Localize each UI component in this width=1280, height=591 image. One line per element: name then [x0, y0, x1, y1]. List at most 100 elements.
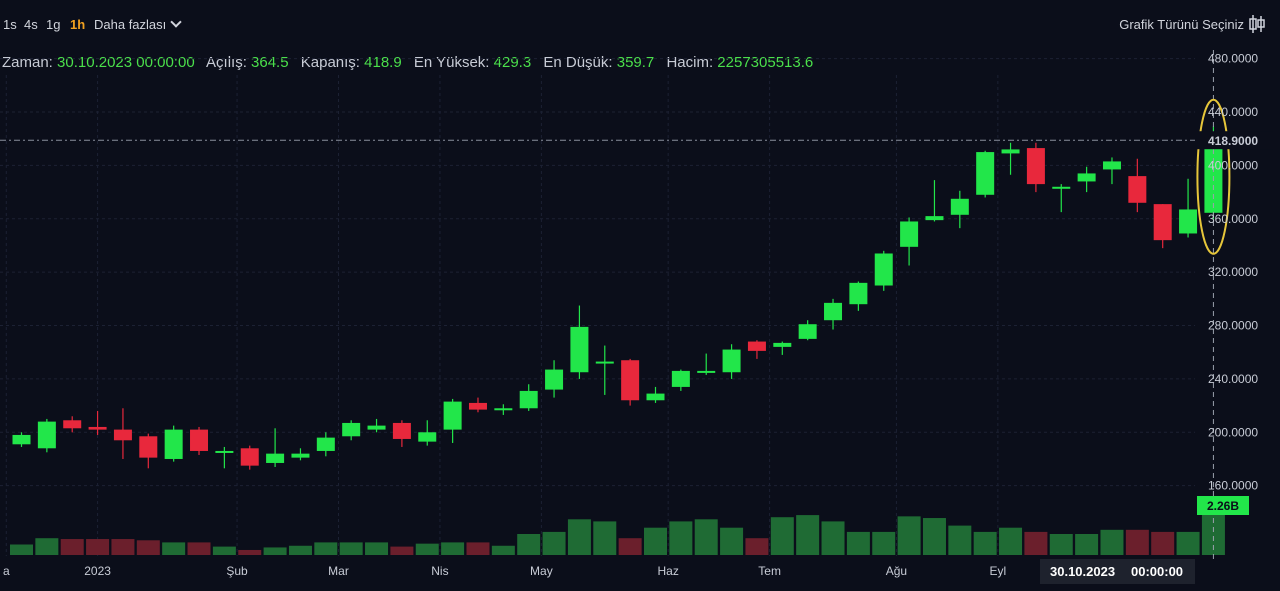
x-tick-label: Tem — [758, 564, 781, 578]
volume-bar — [339, 542, 363, 555]
candle-body — [849, 282, 868, 305]
y-tick-label: 400.0000 — [1208, 158, 1258, 172]
volume-bar — [745, 538, 769, 555]
volume-bar — [1151, 531, 1175, 555]
candle-body — [798, 324, 817, 339]
candle-body — [874, 253, 893, 286]
candle-body — [291, 453, 310, 458]
volume-bar — [1176, 531, 1200, 555]
y-tick-label: 440.0000 — [1208, 105, 1258, 119]
candlestick-icon[interactable] — [1248, 14, 1266, 34]
more-label: Daha fazlası — [94, 17, 167, 32]
candle-body — [190, 429, 209, 451]
x-tick-label: Ağu — [886, 564, 907, 578]
volume-bar — [897, 516, 921, 555]
candle-body — [1001, 149, 1020, 154]
volume-bar — [35, 538, 59, 555]
chart-type-selector[interactable]: Grafik Türünü Seçiniz — [1119, 17, 1244, 32]
y-tick-label: 360.0000 — [1208, 212, 1258, 226]
volume-bar — [466, 542, 490, 555]
timeframe-1h[interactable]: 1h — [70, 17, 86, 32]
x-tick-label: a — [3, 564, 10, 578]
volume-bar — [948, 525, 972, 555]
volume-bar — [973, 531, 997, 555]
volume-bar — [1075, 534, 1099, 555]
candle-body — [113, 429, 132, 441]
volume-bar — [922, 518, 946, 555]
candle-body — [671, 370, 690, 387]
volume-bar — [263, 547, 287, 555]
volume-bar — [770, 517, 794, 555]
candle-body — [392, 422, 411, 439]
candle-body — [595, 361, 614, 364]
candle-body — [519, 390, 538, 409]
last-price-label: 418.9000 — [1208, 134, 1258, 148]
volume-bar — [1024, 531, 1048, 555]
candle-body — [722, 349, 741, 373]
candle-body — [545, 369, 564, 390]
y-tick-label: 160.0000 — [1208, 479, 1258, 493]
candle-body — [164, 429, 183, 459]
candle-body — [88, 426, 107, 430]
cursor-date-box — [1040, 559, 1195, 584]
volume-bar — [365, 542, 389, 555]
volume-bar — [593, 521, 617, 555]
candle-body — [1102, 161, 1121, 170]
candle-body — [37, 421, 56, 449]
candle-body — [1153, 204, 1172, 241]
volume-bar — [187, 542, 211, 555]
volume-bar — [314, 542, 338, 555]
toolbar: 1s 4s 1g 1h Daha fazlası Grafik Türünü S… — [0, 0, 1280, 50]
volume-tag — [1197, 496, 1249, 515]
x-tick-label: 2023 — [84, 564, 111, 578]
volume-bar — [238, 549, 262, 555]
candle-body — [215, 450, 234, 453]
volume-bar — [86, 539, 110, 555]
candle-body — [646, 393, 665, 401]
volume-bar — [491, 545, 515, 555]
last-price-tag — [1197, 131, 1273, 150]
volume-value: 2257305513.6 — [717, 54, 814, 71]
timeframe-1s[interactable]: 1s — [3, 17, 17, 32]
volume-bar — [821, 521, 845, 555]
y-tick-label: 320.0000 — [1208, 265, 1258, 279]
volume-bar — [212, 546, 236, 555]
cursor-time: 00:00:00 — [1131, 564, 1183, 579]
volume-bar — [441, 542, 465, 555]
y-tick-label: 280.0000 — [1208, 319, 1258, 333]
cursor-date: 30.10.2023 — [1050, 564, 1115, 579]
candle-body — [1077, 173, 1096, 182]
x-tick-label: Şub — [226, 564, 248, 578]
candle-body — [950, 198, 969, 215]
candle-body — [443, 401, 462, 430]
more-timeframes-button[interactable]: Daha fazlası — [94, 16, 182, 32]
candle-body — [342, 422, 361, 437]
x-tick-label: Haz — [658, 564, 679, 578]
candle-body — [773, 342, 792, 347]
timeframe-1g[interactable]: 1g — [46, 17, 61, 32]
volume-bar — [136, 540, 160, 555]
volume-bar — [1100, 529, 1124, 555]
candle-body — [1052, 186, 1071, 189]
candle-body — [976, 152, 995, 195]
volume-bar — [415, 543, 439, 555]
volume-bar — [872, 531, 896, 555]
volume-bar — [567, 519, 591, 555]
timeframe-4s[interactable]: 4s — [24, 17, 38, 32]
volume-bar — [694, 519, 718, 555]
x-tick-label: Mar — [328, 564, 349, 578]
y-tick-label: 480.0000 — [1208, 52, 1258, 66]
candle-body — [824, 302, 843, 321]
volume-bar — [60, 539, 84, 555]
volume-bar — [644, 527, 667, 555]
volume-bar — [288, 545, 312, 555]
candle-body — [925, 216, 944, 221]
candle-body — [240, 448, 259, 466]
volume-bar — [517, 534, 541, 555]
volume-bar — [162, 542, 186, 555]
volume-bar — [542, 531, 566, 555]
volume-bar — [618, 538, 642, 555]
y-tick-label: 200.0000 — [1208, 425, 1258, 439]
volume-bar — [669, 521, 693, 555]
